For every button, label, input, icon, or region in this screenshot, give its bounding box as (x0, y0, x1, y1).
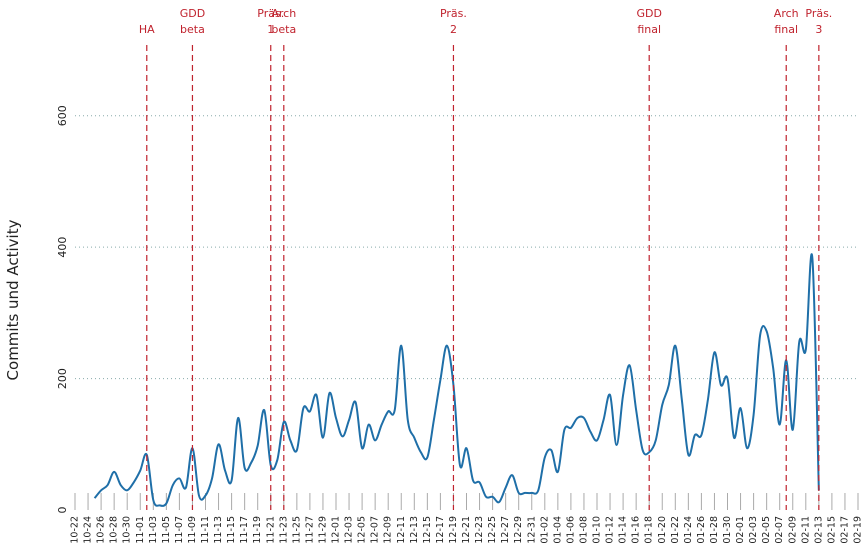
x-tick-label: 12-17 (435, 516, 446, 544)
x-tick-label: 12-23 (474, 516, 485, 544)
x-tick-label: 01-02 (539, 516, 550, 544)
x-tick-label: 02-11 (800, 516, 811, 544)
y-tick-label: 400 (56, 237, 69, 258)
x-tick-label: 02-07 (774, 516, 785, 544)
x-tick-label: 11-19 (252, 516, 263, 544)
x-tick-label: 11-29 (317, 516, 328, 544)
x-tick-label: 01-28 (709, 516, 720, 544)
x-tick-label: 12-01 (331, 516, 342, 544)
line (93, 253, 820, 507)
x-tick-label: 11-01 (135, 516, 146, 544)
x-tick-label: 12-09 (383, 516, 394, 544)
x-tick-label: 12-21 (461, 516, 472, 544)
event-label: Präs. (805, 7, 832, 20)
event-label: GDD (180, 7, 205, 20)
x-tick-label: 11-13 (213, 516, 224, 544)
x-tick-label: 02-17 (839, 516, 850, 544)
event-label: 1 (267, 23, 274, 36)
y-axis-label: Commits und Activity (4, 219, 22, 380)
x-tick-label: 12-03 (344, 516, 355, 544)
event-label: 3 (815, 23, 822, 36)
x-tick-label: 01-18 (644, 516, 655, 544)
x-tick-label: 01-26 (696, 516, 707, 544)
x-tick-label: 02-15 (826, 516, 837, 544)
x-tick-label: 12-31 (526, 516, 537, 544)
x-tick-label: 11-05 (161, 516, 172, 544)
x-tick-label: 10-28 (109, 516, 120, 544)
x-tick-label: 11-15 (226, 516, 237, 544)
x-tick-label: 11-11 (200, 516, 211, 544)
x-tick-label: 02-03 (748, 516, 759, 544)
x-tick-label: 12-19 (448, 516, 459, 544)
x-tick-label: 12-07 (370, 516, 381, 544)
x-tick-label: 10-26 (96, 516, 107, 544)
event-label: beta (271, 23, 296, 36)
x-tick-label: 10-30 (122, 516, 133, 544)
x-tick-label: 01-08 (578, 516, 589, 544)
event-label: beta (180, 23, 205, 36)
x-tick-label: 12-13 (409, 516, 420, 544)
x-tick-label: 01-24 (683, 516, 694, 544)
x-tick-label: 12-27 (500, 516, 511, 544)
event-label: Arch (774, 7, 799, 20)
x-tick-label: 11-03 (148, 516, 159, 544)
x-tick-label: 02-19 (853, 516, 863, 544)
x-tick-label: 02-09 (787, 516, 798, 544)
event-label: HA (139, 23, 155, 36)
x-tick-label: 01-20 (657, 516, 668, 544)
y-tick-label: 0 (56, 507, 69, 514)
event-label: 2 (450, 23, 457, 36)
x-tick-label: 01-30 (722, 516, 733, 544)
event-label: GDD (636, 7, 661, 20)
event-label: Präs. (440, 7, 467, 20)
x-tick-label: 11-27 (304, 516, 315, 544)
x-tick-label: 01-04 (552, 516, 563, 544)
x-tick-label: 01-06 (565, 516, 576, 544)
x-tick-label: 11-17 (239, 516, 250, 544)
x-tick-label: 01-10 (592, 516, 603, 544)
x-tick-label: 01-12 (605, 516, 616, 544)
event-label: Präs. (257, 7, 284, 20)
x-tick-label: 11-23 (278, 516, 289, 544)
x-tick-label: 01-22 (670, 516, 681, 544)
y-tick-label: 200 (56, 368, 69, 389)
x-tick-label: 01-14 (618, 516, 629, 544)
x-tick-label: 02-05 (761, 516, 772, 544)
x-tick-label: 11-25 (291, 516, 302, 544)
event-label: final (637, 23, 661, 36)
x-tick-label: 11-21 (265, 516, 276, 544)
x-tick-label: 11-07 (174, 516, 185, 544)
x-tick-label: 02-01 (735, 516, 746, 544)
y-tick-label: 600 (56, 105, 69, 126)
x-tick-label: 11-09 (187, 516, 198, 544)
x-tick-label: 12-11 (396, 516, 407, 544)
x-tick-label: 10-24 (83, 516, 94, 544)
x-tick-label: 12-25 (487, 516, 498, 544)
x-tick-label: 01-16 (631, 516, 642, 544)
event-label: Arch (271, 7, 296, 20)
event-label: final (774, 23, 798, 36)
x-tick-label: 12-15 (422, 516, 433, 544)
x-tick-label: 10-22 (70, 516, 81, 544)
x-tick-label: 12-05 (357, 516, 368, 544)
x-tick-label: 12-29 (513, 516, 524, 544)
x-tick-label: 02-13 (813, 516, 824, 544)
